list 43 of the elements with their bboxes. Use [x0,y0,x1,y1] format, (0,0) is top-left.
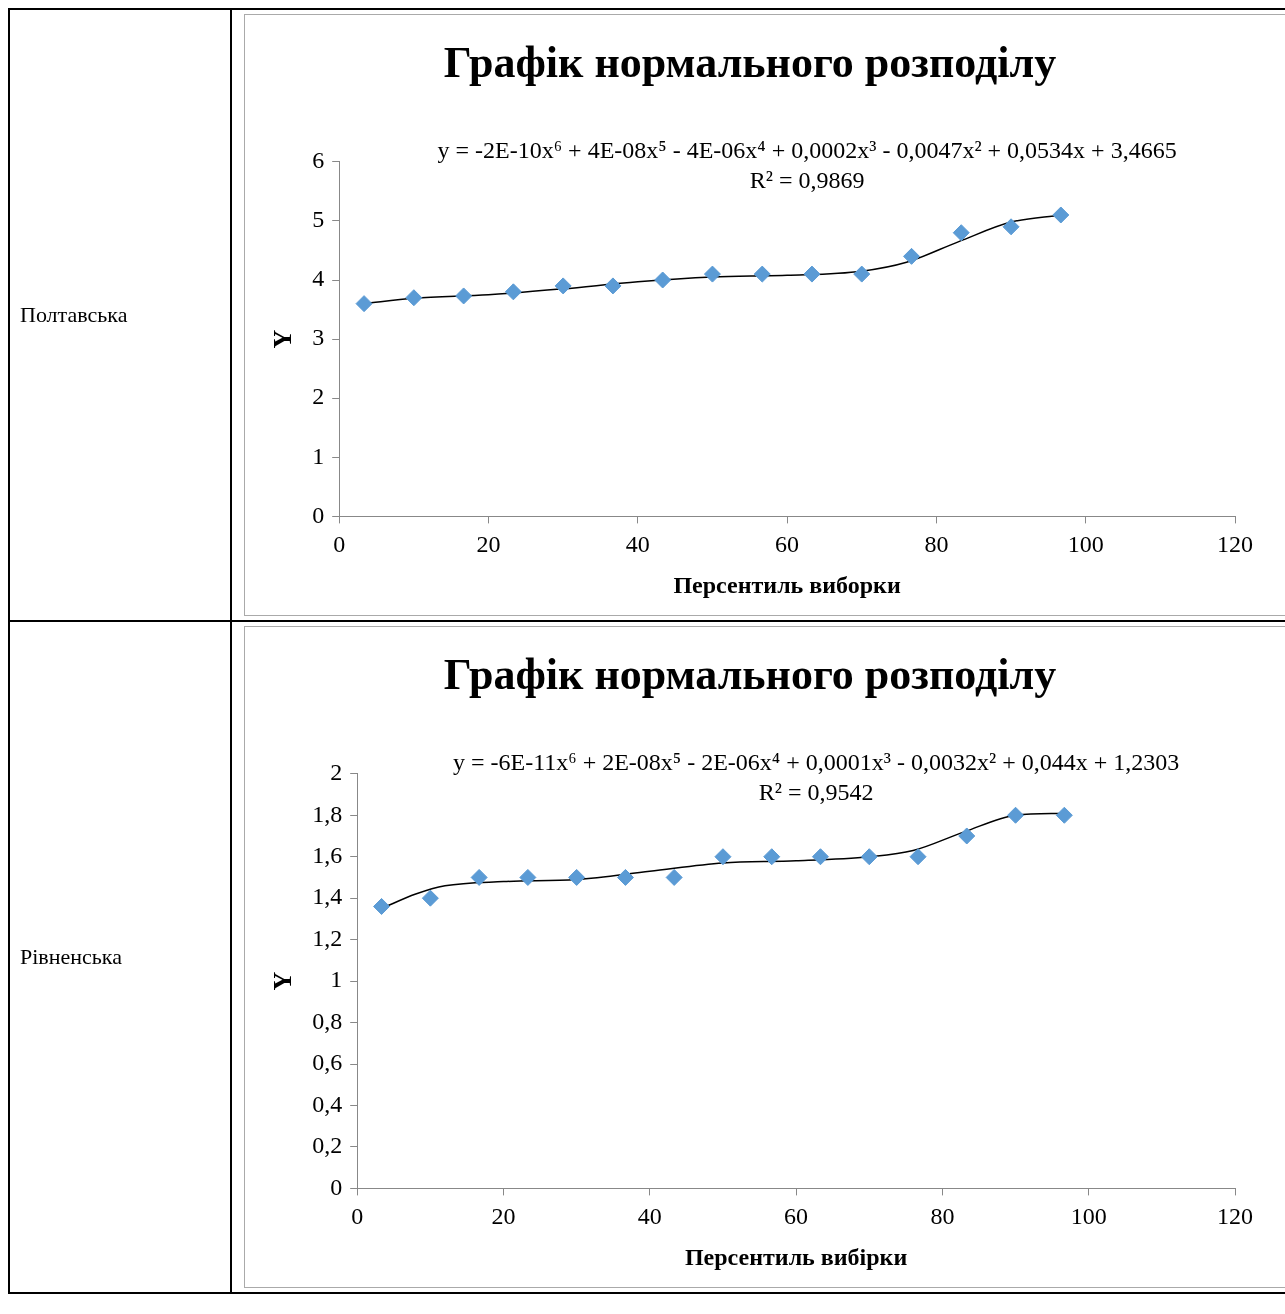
y-axis-title: Y [268,971,298,991]
y-tick-label: 1 [330,966,343,993]
x-tick-label: 120 [1217,531,1253,558]
y-tick-label: 0,8 [312,1007,343,1034]
y-tick-label: 5 [312,206,325,233]
x-tick-label: 60 [775,531,800,558]
y-tick-label: 1,4 [312,883,343,910]
y-tick-label: 0,6 [312,1049,343,1076]
y-tick-label: 0,2 [312,1132,343,1159]
y-tick-label: 0 [330,1173,343,1200]
x-tick-label: 60 [784,1203,809,1230]
y-tick-label: 3 [312,324,325,351]
annotation: y = -6E-11x⁶ + 2E-08x⁵ - 2E-06x⁴ + 0,0001x³ - 0,0032x² + 0,044x + 1,2303 [452,749,1180,776]
y-tick-label: 2 [330,759,343,786]
y-tick-label: 2 [312,383,325,410]
x-tick-label: 40 [625,531,650,558]
y-tick-label: 1 [312,442,325,469]
x-tick-label: 80 [930,1203,955,1230]
x-tick-label: 20 [476,531,501,558]
x-tick-label: 0 [351,1203,364,1230]
x-tick-label: 100 [1067,531,1104,558]
annotation: R² = 0,9542 [758,779,874,806]
text: Полтавська [10,10,232,620]
chart-title: Графік нормального розподілу [443,649,1057,699]
x-axis-title: Персентиль виборки [673,571,901,598]
y-tick-label: 1,6 [312,842,343,869]
x-tick-label: 40 [637,1203,662,1230]
x-tick-label: 120 [1217,1203,1253,1230]
y-tick-label: 1,8 [312,800,343,827]
x-tick-label: 100 [1070,1203,1107,1230]
y-tick-label: 6 [312,147,325,174]
y-tick-label: 0 [312,501,325,528]
chart-title: Графік нормального розподілу [443,37,1057,87]
x-tick-label: 80 [924,531,949,558]
annotation: R² = 0,9869 [749,167,865,194]
x-axis-title: Персентиль вибірки [684,1243,908,1270]
y-tick-label: 0,4 [312,1090,343,1117]
y-tick-label: 4 [312,265,325,292]
annotation: y = -2E-10x⁶ + 4E-08x⁵ - 4E-06x⁴ + 0,0002x³ - 0,0047x² + 0,0534x + 3,4665 [437,137,1177,164]
x-tick-label: 20 [491,1203,516,1230]
text: Рівненська [10,622,232,1292]
y-axis-title: Y [268,329,298,349]
y-tick-label: 1,2 [312,924,343,951]
